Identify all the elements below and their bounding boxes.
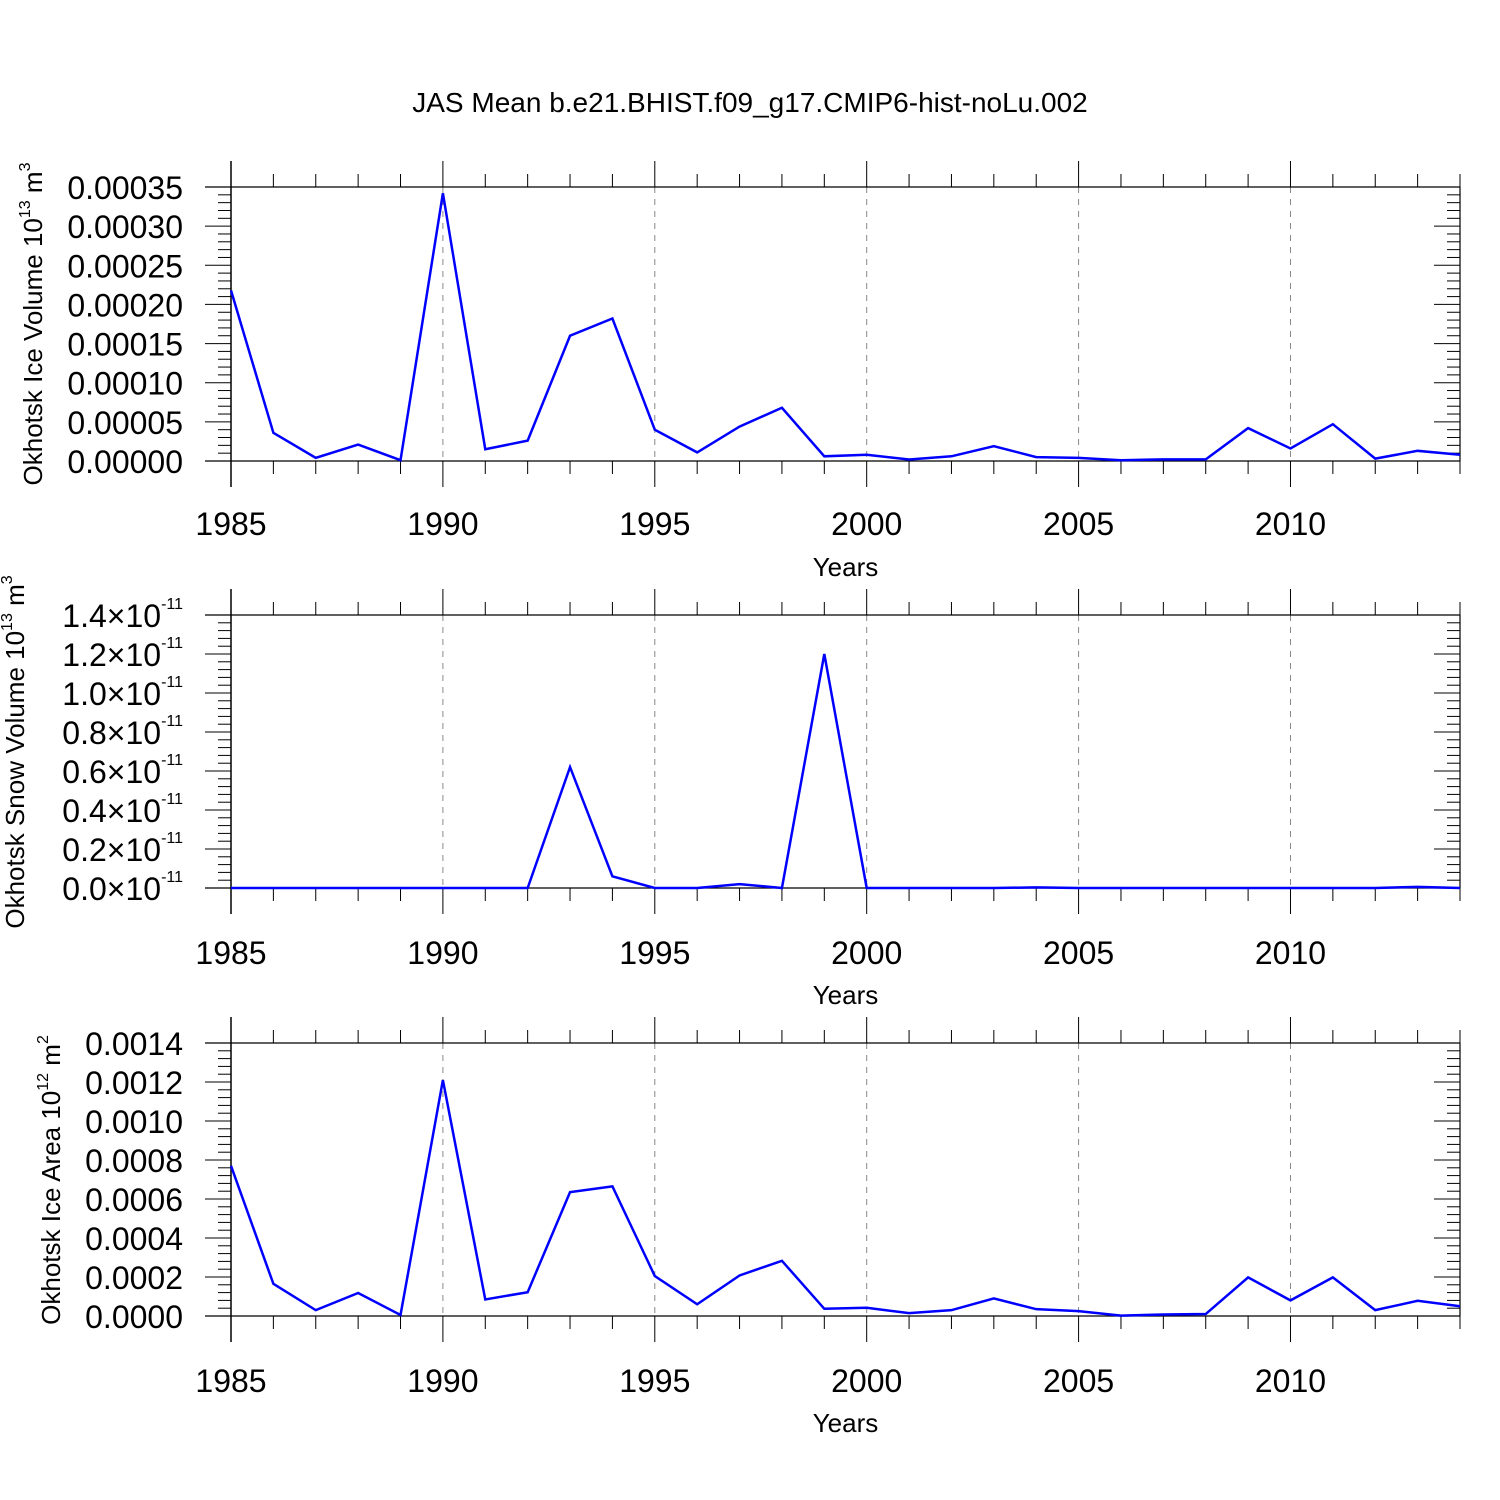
y-axis-label-exp: 12 bbox=[35, 1073, 52, 1091]
x-tick-label: 2005 bbox=[1043, 1363, 1114, 1399]
y-tick-exponent: -11 bbox=[161, 791, 183, 808]
chart-panel-1: 1985 1990 1995 2000 2005 20100.000000.000050.… bbox=[17, 161, 1461, 582]
y-tick-label: 0.00025 bbox=[67, 248, 183, 284]
y-tick-label: 0.00000 bbox=[67, 444, 183, 480]
x-tick-label: 1985 bbox=[195, 1363, 266, 1399]
y-tick-label: 0.6×10-11 bbox=[62, 752, 183, 790]
x-tick-label: 1990 bbox=[407, 1363, 478, 1399]
x-tick-label: 2010 bbox=[1255, 935, 1326, 971]
y-tick-label: 0.0002 bbox=[85, 1260, 183, 1296]
y-axis-label-unit-exp: 3 bbox=[0, 575, 16, 584]
y-tick-label: 0.2×10-11 bbox=[62, 830, 183, 868]
y-tick-exponent: -11 bbox=[161, 635, 183, 652]
figure-title: JAS Mean b.e21.BHIST.f09_g17.CMIP6-hist-… bbox=[412, 87, 1088, 118]
y-axis-label-main: Okhotsk Ice Volume 10 bbox=[18, 218, 48, 485]
x-axis-label: Years bbox=[813, 1408, 879, 1438]
x-tick-label: 2005 bbox=[1043, 935, 1114, 971]
y-tick-label: 0.8×10-11 bbox=[62, 713, 183, 751]
y-axis-label-unit-exp: 2 bbox=[35, 1035, 52, 1044]
x-tick-label: 1995 bbox=[619, 1363, 690, 1399]
y-tick-exponent: -11 bbox=[161, 830, 183, 847]
y-tick-label: 0.00035 bbox=[67, 170, 183, 206]
x-tick-label: 1995 bbox=[619, 935, 690, 971]
y-tick-label: 0.00005 bbox=[67, 405, 183, 441]
y-tick-label: 1.2×10-11 bbox=[62, 635, 183, 673]
chart-panel-3: 1985 1990 1995 2000 2005 20100.00000.00020.00… bbox=[35, 1017, 1461, 1438]
y-tick-label: 0.00015 bbox=[67, 327, 183, 363]
y-axis-label-unit: m bbox=[0, 584, 30, 613]
y-tick-label: 0.00030 bbox=[67, 209, 183, 245]
y-axis-label-unit-exp: 3 bbox=[17, 162, 34, 171]
y-axis-label: Okhotsk Ice Area 1012 m2 bbox=[35, 1035, 66, 1325]
x-tick-label: 2000 bbox=[831, 935, 902, 971]
y-tick-exponent: -11 bbox=[161, 752, 183, 769]
x-tick-label: 1985 bbox=[195, 935, 266, 971]
x-tick-label: 2000 bbox=[831, 506, 902, 542]
x-tick-label: 2005 bbox=[1043, 506, 1114, 542]
y-tick-label: 0.0010 bbox=[85, 1104, 183, 1140]
x-tick-label: 2010 bbox=[1255, 506, 1326, 542]
y-axis-label: Okhotsk Ice Volume 1013 m3 bbox=[17, 162, 48, 485]
y-tick-label: 0.0006 bbox=[85, 1182, 183, 1218]
chart-panels: 1985 1990 1995 2000 2005 20100.000000.000050.… bbox=[0, 161, 1461, 1438]
y-tick-exponent: -11 bbox=[161, 869, 183, 886]
y-tick-label: 0.0000 bbox=[85, 1299, 183, 1335]
y-tick-label: 0.0014 bbox=[85, 1026, 183, 1062]
x-tick-label: 1990 bbox=[407, 935, 478, 971]
x-axis-label: Years bbox=[813, 552, 879, 582]
series-line bbox=[229, 193, 1461, 462]
x-axis-label: Years bbox=[813, 980, 879, 1010]
x-tick-label: 1990 bbox=[407, 506, 478, 542]
y-tick-exponent: -11 bbox=[161, 713, 183, 730]
x-tick-label: 1995 bbox=[619, 506, 690, 542]
series-line bbox=[231, 653, 1461, 890]
y-axis-label-unit: m bbox=[18, 171, 48, 200]
y-tick-label: 1.0×10-11 bbox=[62, 674, 183, 712]
y-tick-label: 0.0004 bbox=[85, 1221, 183, 1257]
chart-panel-2: 1985 1990 1995 2000 2005 2010 0.0×10-110.2×10-… bbox=[0, 575, 1461, 1010]
y-tick-exponent: -11 bbox=[161, 674, 183, 691]
y-tick-label: 0.0008 bbox=[85, 1143, 183, 1179]
y-axis-label-main: Okhotsk Snow Volume 10 bbox=[0, 631, 30, 929]
y-axis-label-exp: 13 bbox=[0, 613, 16, 631]
y-tick-label: 0.00010 bbox=[67, 366, 183, 402]
y-tick-label: 1.4×10-11 bbox=[62, 596, 183, 634]
y-tick-exponent: -11 bbox=[161, 596, 183, 613]
y-axis-label-exp: 13 bbox=[17, 200, 34, 218]
y-axis-label-main: Okhotsk Ice Area 10 bbox=[36, 1091, 66, 1325]
y-tick-label: 0.00020 bbox=[67, 287, 183, 323]
y-axis-label: Okhotsk Snow Volume 1013 m3 bbox=[0, 575, 30, 928]
x-tick-label: 2010 bbox=[1255, 1363, 1326, 1399]
series-line bbox=[229, 1079, 1461, 1317]
y-tick-label: 0.0012 bbox=[85, 1065, 183, 1101]
y-tick-label: 0.0×10-11 bbox=[62, 869, 183, 907]
x-tick-label: 2000 bbox=[831, 1363, 902, 1399]
y-axis-label-unit: m bbox=[36, 1044, 66, 1073]
y-tick-label: 0.4×10-11 bbox=[62, 791, 183, 829]
x-tick-label: 1985 bbox=[195, 506, 266, 542]
